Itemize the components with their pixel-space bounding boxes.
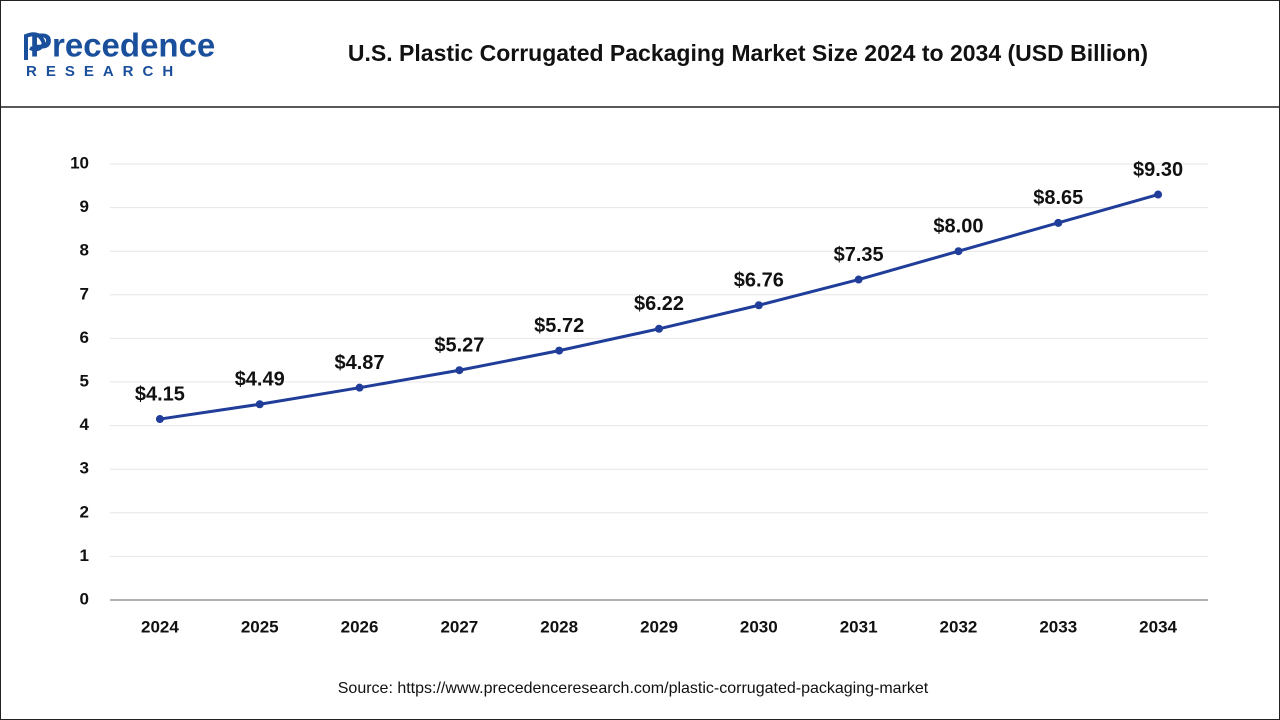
x-tick-label: 2027 [440, 617, 478, 636]
y-tick-label: 6 [80, 328, 89, 347]
data-point [954, 247, 963, 256]
data-label: $7.35 [834, 244, 884, 266]
data-label: $5.72 [534, 315, 584, 337]
x-tick-label: 2030 [740, 617, 778, 636]
logo-tagline: RESEARCH [26, 63, 182, 80]
data-point [155, 415, 164, 424]
y-tick-label: 3 [80, 459, 89, 478]
data-point [455, 366, 464, 375]
source-note: Source: https://www.precedenceresearch.c… [338, 680, 929, 697]
data-point [655, 324, 663, 333]
data-label: $8.65 [1033, 187, 1083, 209]
y-tick-label: 5 [80, 371, 89, 390]
x-tick-label: 2025 [241, 617, 279, 636]
chart-title: U.S. Plastic Corrugated Packaging Market… [348, 40, 1148, 66]
data-point [854, 275, 863, 284]
logo-icon [24, 32, 47, 60]
data-label: $5.27 [434, 335, 484, 357]
data-label: $4.49 [235, 369, 285, 391]
y-tick-label: 2 [80, 502, 89, 521]
y-tick-label: 9 [80, 197, 89, 216]
y-tick-label: 10 [70, 153, 89, 172]
data-point [355, 383, 364, 392]
y-tick-label: 1 [80, 546, 89, 565]
x-tick-label: 2034 [1139, 617, 1177, 636]
data-label: $8.00 [933, 215, 983, 237]
x-tick-label: 2031 [840, 617, 878, 636]
data-label: $4.15 [135, 383, 185, 405]
y-tick-label: 7 [80, 284, 89, 303]
data-label: $9.30 [1133, 159, 1183, 181]
data-label: $6.76 [734, 270, 784, 292]
y-tick-label: 0 [80, 589, 89, 608]
x-tick-label: 2028 [540, 617, 578, 636]
y-tick-label: 4 [80, 415, 90, 434]
x-tick-label: 2033 [1039, 617, 1077, 636]
data-point [754, 301, 763, 310]
data-point [1054, 218, 1063, 227]
x-tick-label: 2029 [640, 617, 678, 636]
data-point [1154, 190, 1163, 199]
data-point [255, 400, 264, 409]
logo-name: Precedence [30, 27, 215, 64]
data-label: $4.87 [335, 352, 385, 374]
data-point [555, 346, 564, 355]
data-label: $6.22 [634, 293, 684, 315]
x-tick-label: 2026 [341, 617, 379, 636]
y-tick-label: 8 [80, 241, 89, 260]
x-tick-label: 2032 [940, 617, 978, 636]
x-tick-label: 2024 [141, 617, 179, 636]
